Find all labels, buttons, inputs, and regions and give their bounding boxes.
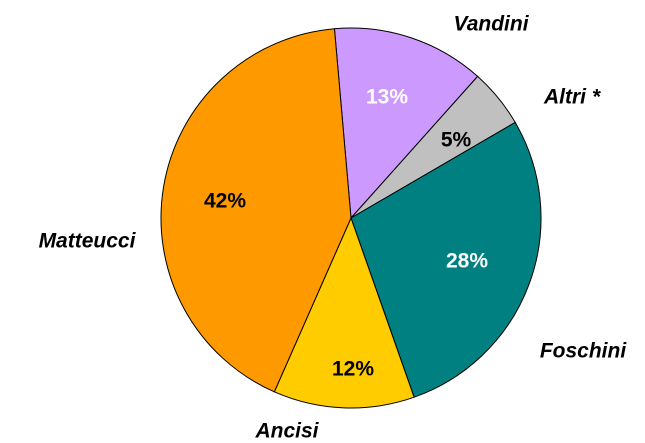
slice-name-label: Vandini <box>453 13 529 36</box>
pie-slice <box>333 27 479 220</box>
pie-slice <box>350 121 542 398</box>
slice-name-label: Altri * <box>543 86 601 109</box>
slice-value-label: 13% <box>366 86 408 109</box>
pie-slice <box>160 28 352 393</box>
pie-slice <box>273 216 415 409</box>
slice-value-label: 28% <box>446 250 488 273</box>
slice-value-label: 5% <box>441 129 472 152</box>
slice-value-label: 42% <box>204 190 246 213</box>
slice-name-label: Matteucci <box>39 230 137 253</box>
slice-name-label: Foschini <box>540 340 628 363</box>
slice-name-label: Ancisi <box>254 420 319 443</box>
slice-value-label: 12% <box>332 358 374 381</box>
